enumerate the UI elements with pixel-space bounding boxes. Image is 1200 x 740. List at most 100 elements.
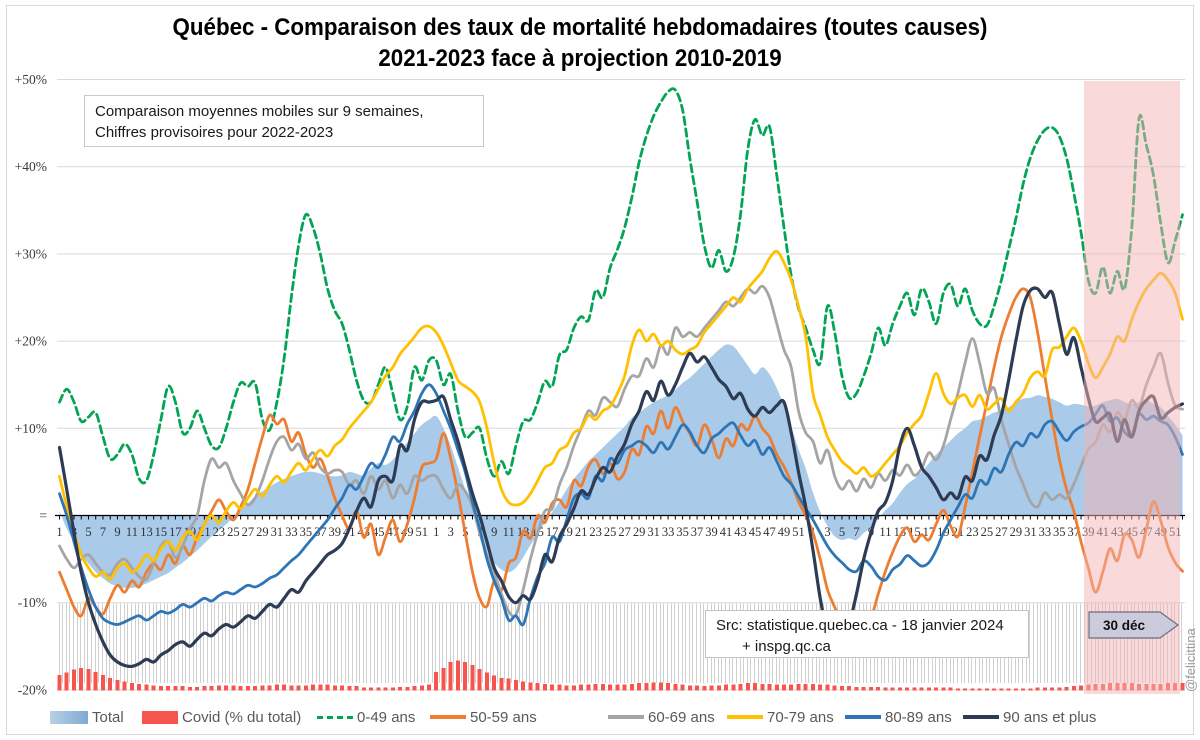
svg-text:33: 33: [285, 525, 298, 539]
series-line-70-79-ans: [58, 249, 1184, 581]
legend-label: 90 ans et plus: [1003, 708, 1097, 726]
svg-text:25: 25: [227, 525, 240, 539]
svg-text:7: 7: [100, 525, 106, 539]
svg-text:7: 7: [853, 525, 859, 539]
svg-text:9: 9: [114, 525, 120, 539]
legend-swatch: [727, 715, 763, 719]
gridlines: [57, 79, 1185, 691]
svg-text:25: 25: [604, 525, 617, 539]
svg-text:37: 37: [314, 525, 327, 539]
svg-text:1: 1: [433, 525, 439, 539]
svg-text:+50%: +50%: [15, 72, 47, 87]
legend-swatch: [430, 715, 466, 719]
svg-text:51: 51: [416, 525, 429, 539]
series-line-90-ans-et-plus: [57, 286, 1185, 669]
legend-label: 80-89 ans: [885, 708, 952, 726]
svg-text:5: 5: [85, 525, 91, 539]
series-line-0-49-ans: [58, 87, 1184, 485]
svg-text:11: 11: [126, 525, 138, 539]
svg-text:37: 37: [691, 525, 704, 539]
svg-text:31: 31: [271, 525, 284, 539]
chart-title-line1: Québec - Comparaison des taux de mortali…: [172, 14, 988, 41]
svg-text:27: 27: [242, 525, 255, 539]
svg-text:=: =: [39, 508, 47, 523]
svg-text:33: 33: [1039, 525, 1052, 539]
svg-text:31: 31: [1024, 525, 1037, 539]
svg-text:5: 5: [839, 525, 845, 539]
svg-text:27: 27: [995, 525, 1008, 539]
svg-text:15: 15: [155, 525, 168, 539]
svg-text:23: 23: [966, 525, 979, 539]
chart-outer-border: [6, 5, 1194, 735]
svg-text:11: 11: [503, 525, 515, 539]
series-line-60-69-ans: [58, 284, 1184, 618]
svg-text:33: 33: [662, 525, 675, 539]
legend-swatch: [845, 715, 881, 719]
svg-text:43: 43: [734, 525, 747, 539]
svg-text:17: 17: [169, 525, 182, 539]
svg-text:35: 35: [300, 525, 313, 539]
svg-text:3: 3: [448, 525, 454, 539]
watermark: @felicittina: [1183, 628, 1198, 692]
series-line-50-59-ans: [58, 287, 1184, 635]
chart-title: Québec - Comparaison des taux de mortali…: [41, 12, 1120, 74]
svg-text:17: 17: [546, 525, 559, 539]
x-axis: [55, 514, 1185, 520]
legend-item-60-69-ans: 60-69 ans: [608, 704, 715, 730]
svg-text:29: 29: [633, 525, 646, 539]
svg-text:21: 21: [575, 525, 588, 539]
total-area: [59, 344, 1183, 589]
source-line1: Src: statistique.quebec.ca - 18 janvier …: [716, 617, 1004, 634]
legend-swatch: [963, 715, 999, 719]
legend-swatch: [142, 710, 178, 724]
legend-item-90-ans-et-plus: 90 ans et plus: [963, 704, 1096, 730]
legend: Total Covid (% du total) 0-49 ans 50-59 ans…: [0, 704, 1200, 730]
legend-item-80-89-ans: 80-89 ans: [845, 704, 952, 730]
svg-text:25: 25: [981, 525, 994, 539]
svg-text:-20%: -20%: [18, 682, 47, 697]
svg-text:13: 13: [140, 525, 153, 539]
legend-label: Total: [92, 708, 124, 726]
svg-text:29: 29: [1010, 525, 1023, 539]
svg-text:+20%: +20%: [15, 334, 47, 349]
legend-label: 60-69 ans: [648, 708, 715, 726]
svg-text:35: 35: [1053, 525, 1066, 539]
svg-text:23: 23: [589, 525, 602, 539]
legend-item-covid-du-total-: Covid (% du total): [142, 704, 301, 730]
date-flag-shape: [1088, 611, 1180, 639]
svg-text:9: 9: [491, 525, 497, 539]
y-axis-labels: +50% +40% +30% +20% +10% = -10% -20%: [15, 72, 47, 697]
svg-text:51: 51: [792, 525, 805, 539]
legend-item-70-79-ans: 70-79 ans: [727, 704, 834, 730]
legend-item-0-49-ans: 0-49 ans: [317, 704, 415, 730]
chart-title-line2: 2021-2023 face à projection 2010-2019: [378, 45, 782, 72]
svg-text:1: 1: [56, 525, 62, 539]
legend-swatch: [317, 715, 353, 719]
legend-item-50-59-ans: 50-59 ans: [430, 704, 537, 730]
provisional-highlight-region: [1084, 81, 1180, 694]
svg-text:23: 23: [213, 525, 226, 539]
note-line1: Comparaison moyennes mobiles sur 9 semai…: [95, 103, 424, 120]
legend-swatch: [50, 710, 88, 724]
legend-swatch: [608, 715, 644, 719]
svg-text:27: 27: [618, 525, 631, 539]
svg-text:35: 35: [676, 525, 689, 539]
svg-text:49: 49: [778, 525, 791, 539]
note-line2: Chiffres provisoires pour 2022-2023: [95, 124, 334, 141]
svg-text:+30%: +30%: [15, 246, 47, 261]
source-line2: + inspg.qc.ca: [742, 638, 831, 655]
svg-text:29: 29: [256, 525, 269, 539]
legend-label: 70-79 ans: [767, 708, 834, 726]
svg-text:45: 45: [749, 525, 762, 539]
legend-label: 0-49 ans: [357, 708, 416, 726]
svg-text:31: 31: [647, 525, 660, 539]
svg-text:13: 13: [894, 525, 907, 539]
svg-text:11: 11: [879, 525, 891, 539]
date-flag-label: 30 déc: [1103, 618, 1146, 633]
legend-label: Covid (% du total): [182, 708, 302, 726]
svg-text:47: 47: [763, 525, 776, 539]
legend-item-total: Total: [50, 704, 124, 730]
svg-text:3: 3: [824, 525, 830, 539]
series-line-80-89-ans: [58, 383, 1184, 627]
svg-text:+40%: +40%: [15, 159, 47, 174]
